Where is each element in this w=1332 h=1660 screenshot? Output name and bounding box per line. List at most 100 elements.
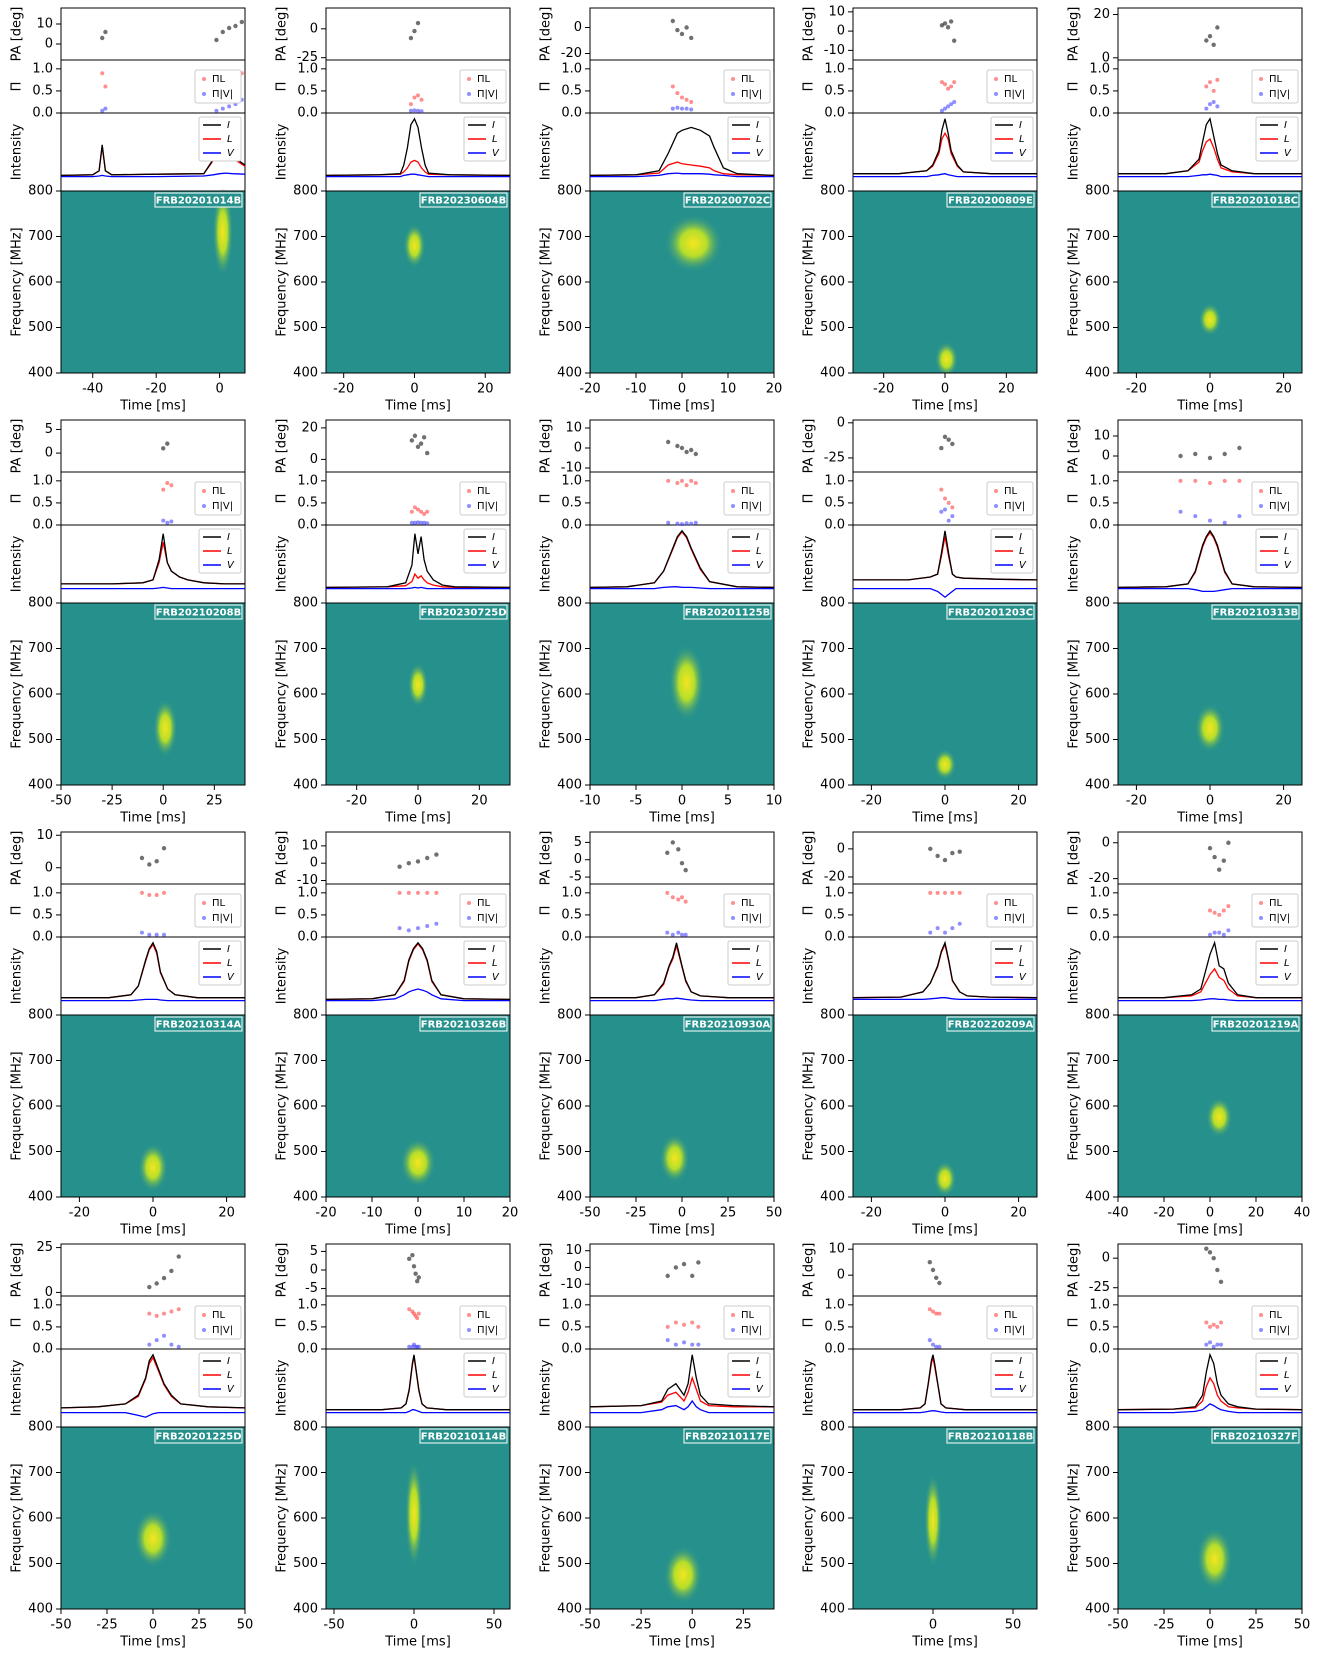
pi-axis-label: Π xyxy=(10,494,25,504)
pa-tick-label: 0 xyxy=(45,1285,53,1300)
pi-point xyxy=(1226,928,1231,933)
legend-marker xyxy=(1259,916,1263,920)
frequency-axis-label: Frequency [MHz] xyxy=(275,639,290,748)
legend-marker xyxy=(731,1313,735,1317)
legend-box xyxy=(459,1305,507,1340)
pa-tick-label: 10 xyxy=(565,1243,582,1258)
pa-point xyxy=(679,445,685,451)
pi-point xyxy=(927,1307,932,1312)
x-tick-label: -20 xyxy=(146,382,167,397)
pi-point xyxy=(683,899,688,904)
x-tick-label: -20 xyxy=(1153,1206,1174,1221)
pi-point xyxy=(169,483,174,488)
freq-tick-label: 800 xyxy=(1085,596,1110,611)
pi-point xyxy=(416,520,420,525)
pi-point xyxy=(684,483,689,488)
freq-tick-label: 500 xyxy=(557,732,582,747)
pa-point xyxy=(684,25,689,30)
pa-point xyxy=(415,859,421,864)
pi-tick-label: 0.0 xyxy=(824,106,845,121)
name-box xyxy=(946,1016,1035,1032)
burst xyxy=(134,1509,172,1568)
legend-label: L xyxy=(1019,958,1025,969)
pi-point xyxy=(690,1342,695,1347)
freq-tick-label: 800 xyxy=(557,596,582,611)
spectrum-bg xyxy=(326,191,510,373)
frequency-axis-label: Frequency [MHz] xyxy=(10,1463,25,1572)
freq-tick-label: 600 xyxy=(820,1099,845,1114)
legend-label: Π|V| xyxy=(741,913,762,924)
pa-axis-label: PA [deg] xyxy=(10,419,25,474)
pi-tick-label: 0.5 xyxy=(32,1319,53,1334)
legend-label: I xyxy=(1284,532,1287,543)
pi-point xyxy=(434,890,439,895)
x-tick-label: 5 xyxy=(724,794,732,809)
pi-point xyxy=(162,890,167,895)
pa-axis-label: PA [deg] xyxy=(539,831,554,886)
frequency-axis-label: Frequency [MHz] xyxy=(539,1463,554,1572)
x-axis-label: Time [ms] xyxy=(1176,399,1243,414)
x-tick-label: 0 xyxy=(149,1618,157,1633)
burst xyxy=(659,1133,690,1183)
freq-tick-label: 500 xyxy=(28,732,53,747)
pi-point xyxy=(1178,478,1183,483)
pa-point xyxy=(161,1275,167,1281)
pi-point xyxy=(412,108,417,113)
pi-point xyxy=(931,1342,935,1347)
intensity-axis-label: Intensity xyxy=(1067,947,1082,1004)
pi-point xyxy=(103,106,108,111)
pa-point xyxy=(670,840,675,845)
pa-axis-label: PA [deg] xyxy=(275,831,290,886)
pi-point xyxy=(416,926,420,931)
x-tick-label: 10 xyxy=(720,382,737,397)
pi-point xyxy=(949,102,954,107)
burst-name: FRB20210208B xyxy=(156,608,241,619)
legend-label: L xyxy=(227,958,233,969)
pi-point xyxy=(950,514,955,519)
pi-point xyxy=(406,890,411,895)
x-tick-label: 0 xyxy=(414,1206,422,1221)
burst-name: FRB20210327F xyxy=(1213,1432,1298,1443)
legend-label: V xyxy=(492,1384,500,1395)
pi-axis-label: Π xyxy=(10,82,25,92)
pi-point xyxy=(693,481,698,486)
legend-marker xyxy=(731,77,735,81)
pi-point xyxy=(689,478,694,483)
profile-line xyxy=(326,173,510,178)
legend-box xyxy=(1251,481,1299,516)
legend-box xyxy=(194,893,242,928)
x-tick-label: 20 xyxy=(1010,794,1027,809)
pa-point xyxy=(161,446,166,451)
panel: FRB20220209A -20 0 0.0 0.5 1.0 400 500 600 700 800… xyxy=(802,831,1038,1238)
intensity-axis-label: Intensity xyxy=(10,535,25,592)
pi-point xyxy=(220,106,225,111)
pi-point xyxy=(1208,908,1212,913)
name-box xyxy=(946,192,1035,208)
legend-label: L xyxy=(492,958,498,969)
legend-label: L xyxy=(492,134,498,145)
pi-point xyxy=(1204,1320,1209,1325)
burst-name: FRB20201125B xyxy=(685,608,770,619)
pa-point xyxy=(676,847,681,852)
freq-tick-label: 600 xyxy=(820,1511,845,1526)
frequency-axis-label: Frequency [MHz] xyxy=(10,1051,25,1160)
legend-box xyxy=(723,1305,771,1340)
freq-tick-label: 600 xyxy=(557,1099,582,1114)
freq-tick-label: 400 xyxy=(557,1602,582,1617)
legend-marker xyxy=(202,901,206,905)
pi-point xyxy=(670,84,675,89)
intensity-axis-label: Intensity xyxy=(802,947,817,1004)
name-box xyxy=(154,1016,243,1032)
pi-point xyxy=(165,481,170,486)
burst-name: FRB20201225D xyxy=(155,1432,241,1443)
x-tick-label: 0 xyxy=(410,382,418,397)
burst xyxy=(153,699,178,758)
profile-line xyxy=(61,941,245,999)
pi-point xyxy=(1221,932,1226,937)
pa-tick-label: 0 xyxy=(574,20,582,35)
legend-label: L xyxy=(1284,134,1290,145)
pi-tick-label: 0.5 xyxy=(1089,83,1110,98)
pi-tick-label: 0.0 xyxy=(824,518,845,533)
pi-point xyxy=(937,1344,942,1349)
pi-point xyxy=(696,1324,701,1329)
